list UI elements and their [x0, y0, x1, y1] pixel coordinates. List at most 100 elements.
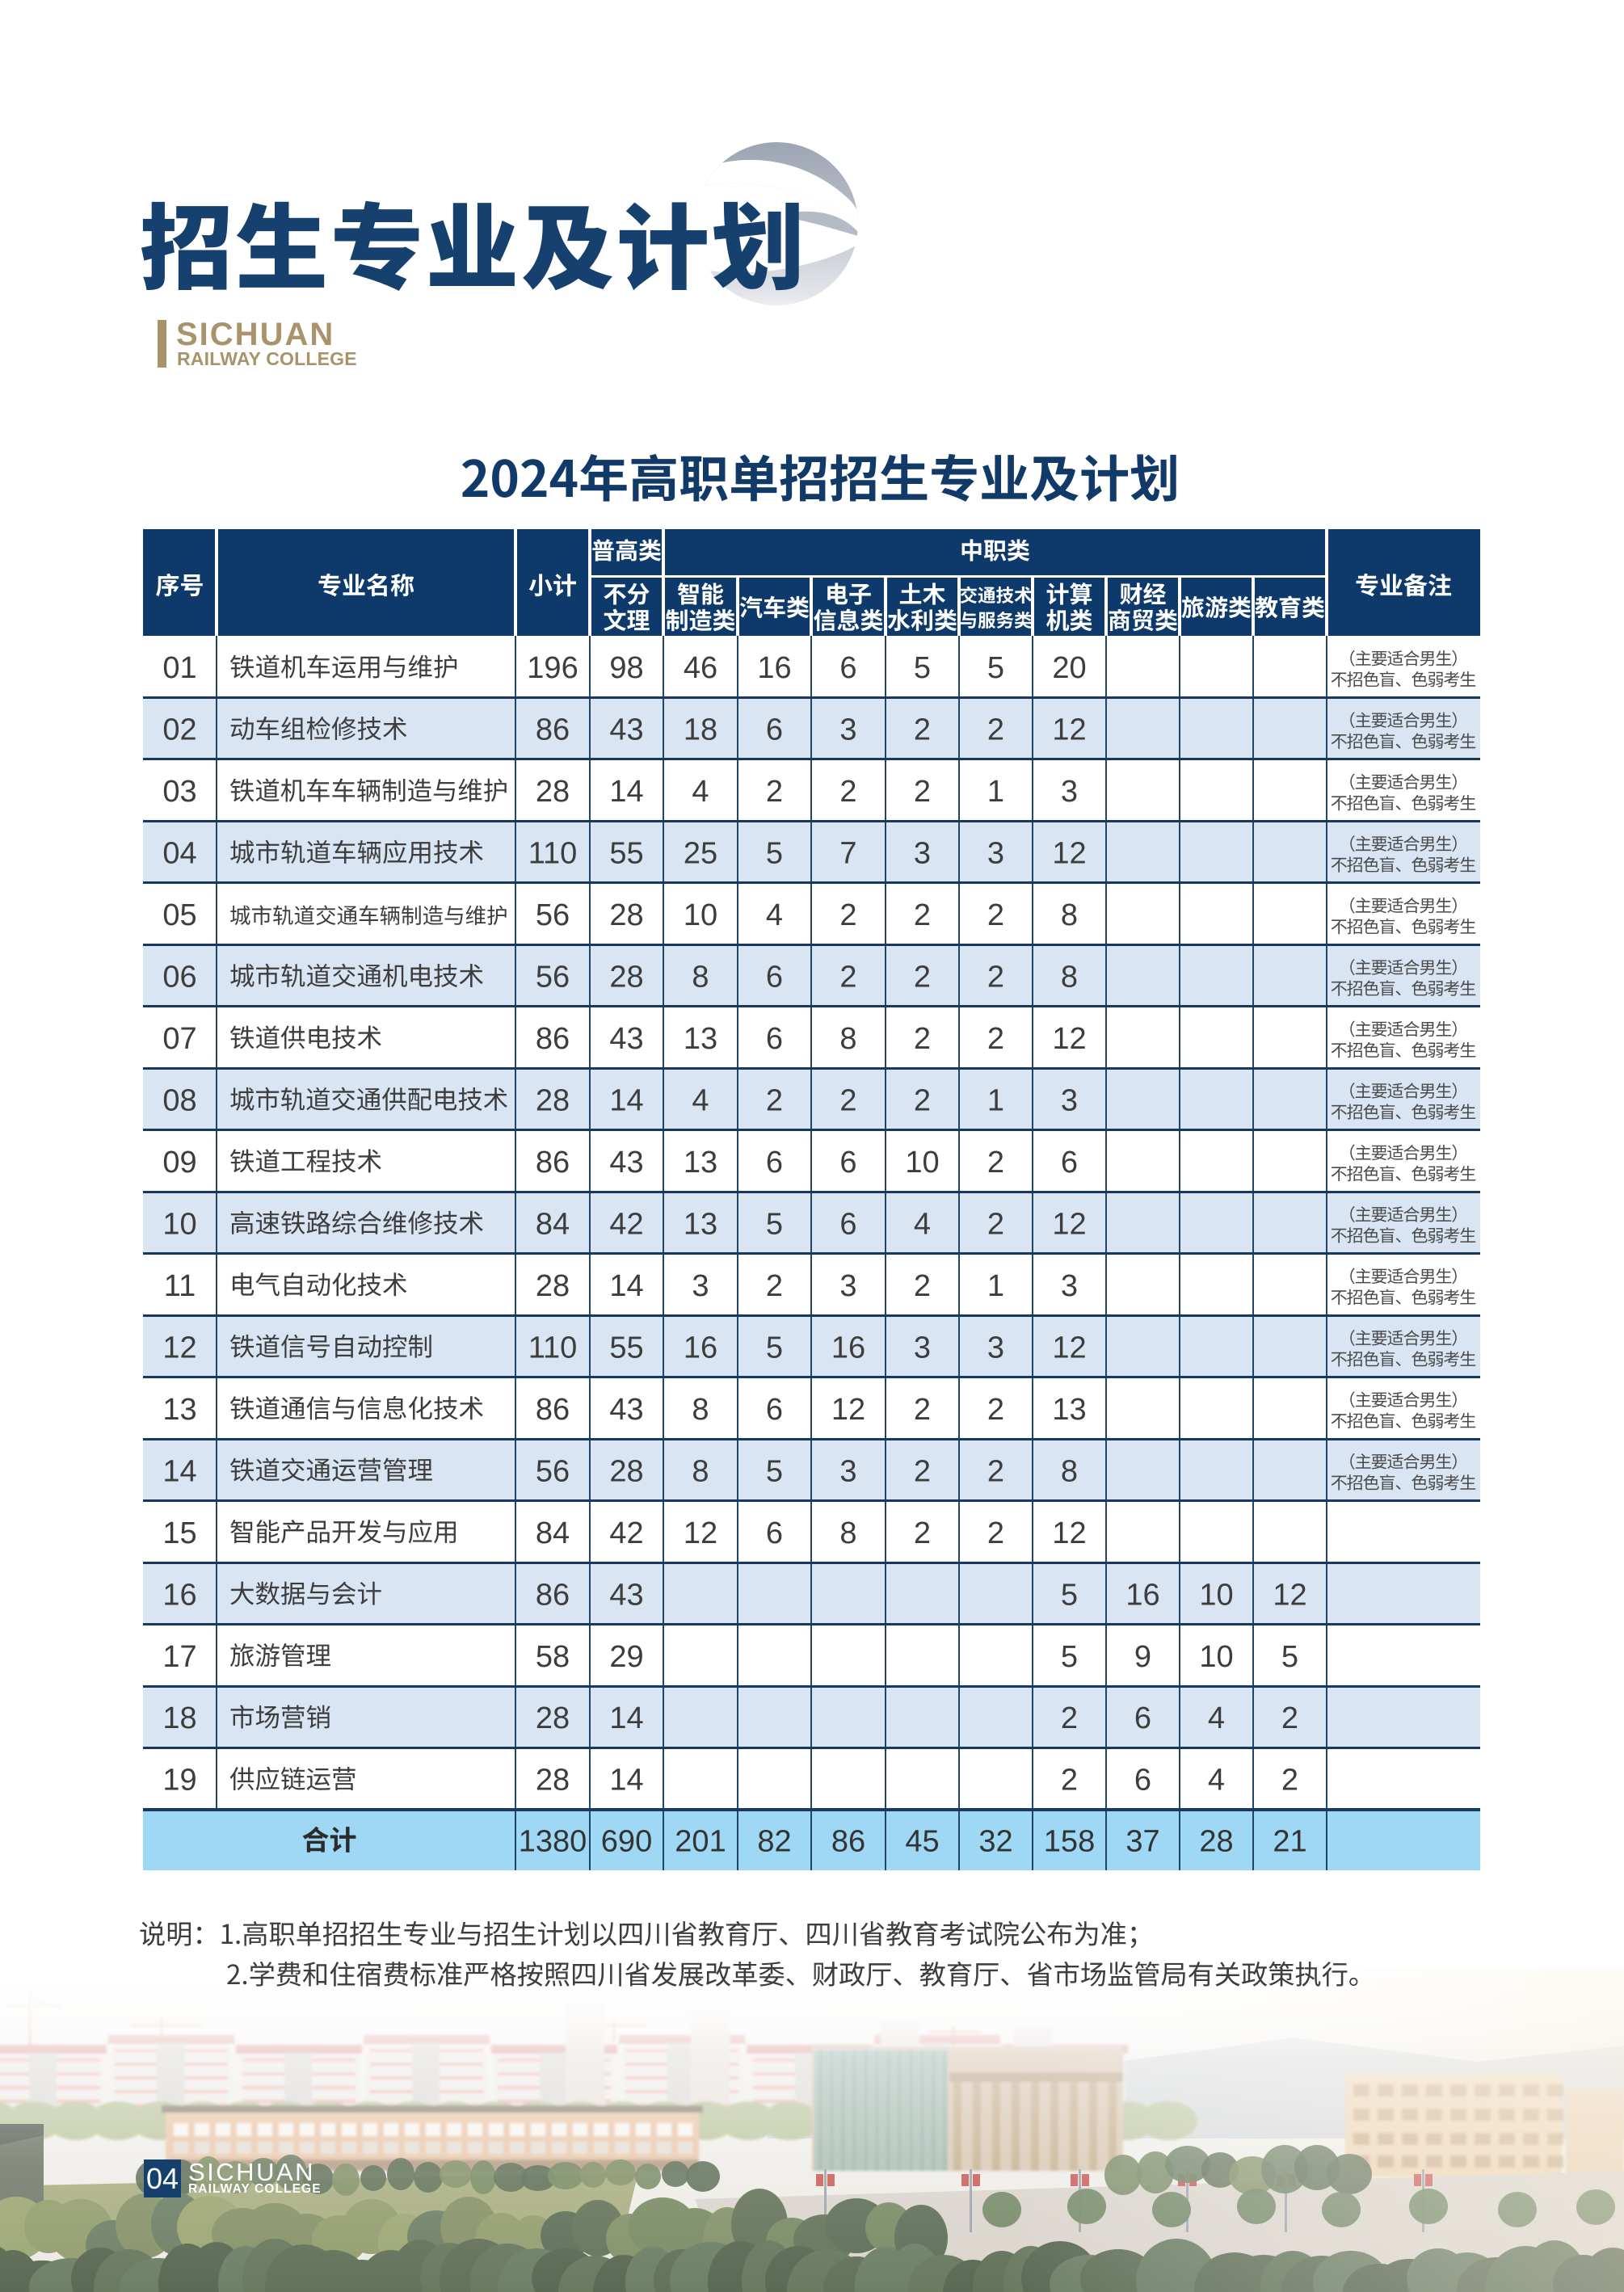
svg-text:3: 3: [914, 837, 931, 871]
svg-text:2: 2: [766, 1269, 783, 1303]
svg-text:3: 3: [914, 1331, 931, 1365]
svg-text:3: 3: [839, 713, 856, 747]
svg-text:5: 5: [766, 1454, 783, 1488]
svg-text:45: 45: [905, 1825, 939, 1859]
svg-text:8: 8: [839, 1022, 856, 1056]
svg-text:2: 2: [914, 1269, 931, 1303]
svg-text:84: 84: [536, 1208, 570, 1242]
svg-text:86: 86: [831, 1825, 865, 1859]
svg-text:9: 9: [1134, 1640, 1151, 1674]
svg-text:2: 2: [839, 775, 856, 809]
svg-text:56: 56: [536, 898, 570, 932]
svg-text:6: 6: [766, 1022, 783, 1056]
svg-text:2: 2: [914, 713, 931, 747]
svg-text:13: 13: [684, 1208, 717, 1242]
svg-text:56: 56: [536, 1454, 570, 1488]
svg-text:21: 21: [1273, 1825, 1306, 1859]
svg-text:7: 7: [839, 837, 856, 871]
svg-text:12: 12: [1052, 1208, 1086, 1242]
svg-text:2: 2: [839, 1084, 856, 1118]
svg-text:196: 196: [527, 651, 578, 685]
svg-text:05: 05: [162, 898, 196, 932]
svg-text:08: 08: [162, 1084, 196, 1118]
svg-text:17: 17: [162, 1640, 196, 1674]
svg-text:14: 14: [609, 1764, 643, 1798]
svg-text:25: 25: [684, 837, 717, 871]
svg-text:37: 37: [1125, 1825, 1159, 1859]
svg-text:20: 20: [1052, 651, 1086, 685]
svg-text:5: 5: [1061, 1640, 1078, 1674]
svg-text:2: 2: [766, 1084, 783, 1118]
svg-text:1: 1: [987, 775, 1004, 809]
svg-text:16: 16: [1125, 1578, 1159, 1612]
svg-text:16: 16: [162, 1578, 196, 1612]
svg-text:43: 43: [609, 1146, 643, 1180]
svg-text:56: 56: [536, 961, 570, 995]
svg-text:13: 13: [162, 1393, 196, 1427]
svg-text:12: 12: [831, 1393, 865, 1427]
svg-text:10: 10: [905, 1146, 939, 1180]
svg-text:6: 6: [1134, 1764, 1151, 1798]
svg-text:04: 04: [162, 837, 196, 871]
svg-text:28: 28: [536, 1084, 570, 1118]
svg-text:6: 6: [1061, 1146, 1078, 1180]
svg-text:10: 10: [1199, 1640, 1233, 1674]
svg-text:2: 2: [987, 961, 1004, 995]
svg-text:16: 16: [757, 651, 791, 685]
svg-text:58: 58: [536, 1640, 570, 1674]
svg-text:43: 43: [609, 1022, 643, 1056]
svg-text:1380: 1380: [519, 1825, 587, 1859]
svg-text:10: 10: [1199, 1578, 1233, 1612]
svg-text:02: 02: [162, 713, 196, 747]
svg-text:2: 2: [839, 898, 856, 932]
svg-text:11: 11: [164, 1269, 196, 1303]
svg-text:19: 19: [162, 1764, 196, 1798]
svg-text:13: 13: [684, 1146, 717, 1180]
svg-text:6: 6: [766, 1516, 783, 1550]
svg-text:03: 03: [162, 775, 196, 809]
svg-text:12: 12: [1052, 1022, 1086, 1056]
svg-text:12: 12: [1052, 837, 1086, 871]
svg-text:29: 29: [609, 1640, 643, 1674]
svg-text:3: 3: [692, 1269, 709, 1303]
svg-text:1: 1: [987, 1084, 1004, 1118]
svg-text:2: 2: [987, 1516, 1004, 1550]
svg-text:5: 5: [766, 837, 783, 871]
svg-text:2: 2: [914, 898, 931, 932]
svg-text:5: 5: [987, 651, 1004, 685]
svg-text:3: 3: [1061, 1084, 1078, 1118]
svg-text:28: 28: [536, 1764, 570, 1798]
svg-text:14: 14: [162, 1454, 196, 1488]
svg-text:43: 43: [609, 713, 643, 747]
svg-text:6: 6: [766, 961, 783, 995]
svg-text:2: 2: [987, 1146, 1004, 1180]
svg-text:8: 8: [692, 1393, 709, 1427]
svg-text:4: 4: [692, 1084, 709, 1118]
svg-text:28: 28: [609, 898, 643, 932]
svg-text:42: 42: [609, 1208, 643, 1242]
svg-text:201: 201: [675, 1825, 726, 1859]
svg-text:2: 2: [1061, 1764, 1078, 1798]
svg-text:6: 6: [766, 1146, 783, 1180]
svg-text:2: 2: [914, 1393, 931, 1427]
svg-text:2: 2: [914, 1022, 931, 1056]
svg-text:98: 98: [609, 651, 643, 685]
svg-text:10: 10: [684, 898, 717, 932]
svg-text:5: 5: [766, 1208, 783, 1242]
svg-text:10: 10: [162, 1208, 196, 1242]
svg-text:12: 12: [1052, 713, 1086, 747]
svg-text:8: 8: [839, 1516, 856, 1550]
svg-text:5: 5: [914, 651, 931, 685]
svg-text:13: 13: [684, 1022, 717, 1056]
svg-text:16: 16: [831, 1331, 865, 1365]
svg-text:158: 158: [1044, 1825, 1095, 1859]
svg-text:86: 86: [536, 1022, 570, 1056]
svg-text:3: 3: [987, 837, 1004, 871]
svg-text:6: 6: [766, 713, 783, 747]
svg-text:28: 28: [609, 1454, 643, 1488]
svg-text:2: 2: [987, 898, 1004, 932]
svg-text:28: 28: [609, 961, 643, 995]
svg-text:3: 3: [987, 1331, 1004, 1365]
svg-text:5: 5: [1061, 1578, 1078, 1612]
svg-text:46: 46: [684, 651, 717, 685]
